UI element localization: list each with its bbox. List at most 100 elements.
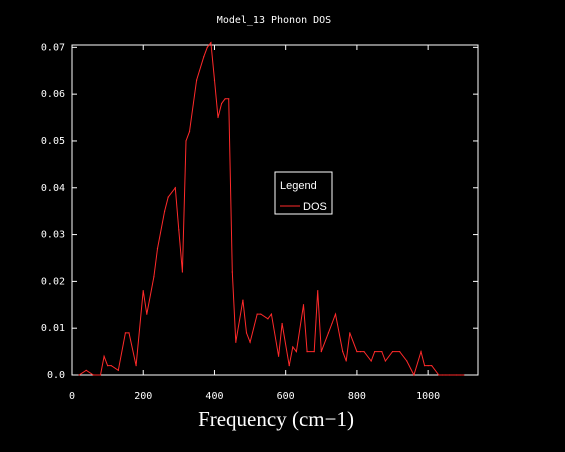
data-point [174,187,176,189]
data-point [327,332,330,334]
data-point [302,304,305,306]
x-tick-label: 600 [277,391,295,402]
data-point [270,313,273,315]
data-point [381,350,383,353]
legend: Legend DOS [274,171,333,215]
y-tick-label: 0.05 [41,136,65,147]
data-point [399,350,401,353]
data-point [260,313,262,315]
data-point [431,365,433,367]
data-point [156,248,159,250]
data-point [228,98,230,100]
plot-frame [71,44,479,376]
data-point [203,56,205,58]
data-point [459,374,461,376]
data-point [359,350,362,353]
data-point [420,350,422,353]
data-point [146,313,148,315]
data-point [107,365,109,367]
data-point [178,229,180,231]
x-tick-label: 400 [205,391,223,402]
x-axis-label: Frequency (cm−1) [198,407,354,431]
data-point [448,374,451,376]
data-point [128,332,130,334]
data-point [206,46,208,48]
data-point [295,350,297,353]
data-point [370,360,372,362]
data-point [124,332,127,334]
series-layer [78,41,465,377]
data-point [317,290,319,292]
data-point [110,365,112,367]
chart-title: Model_13 Phonon DOS [217,15,331,26]
data-point [85,369,87,371]
series-line-dos [78,41,464,377]
data-point [356,350,358,353]
data-point [185,140,187,142]
data-point [334,313,337,315]
data-point [345,360,347,362]
x-tick-label: 800 [348,391,366,402]
data-point [413,374,415,376]
data-point [231,271,233,273]
data-point [78,374,80,376]
data-point [235,341,237,343]
data-point [320,350,322,353]
data-point [210,42,212,44]
legend-box [274,171,333,215]
data-point [163,210,166,212]
data-point [438,374,440,376]
data-point [384,360,387,362]
data-point [256,313,258,315]
data-point [281,322,283,325]
data-point [217,116,219,119]
y-tick-label: 0.06 [41,89,65,100]
data-point [103,355,105,357]
data-point [441,374,443,376]
data-point [277,355,280,357]
data-point [213,79,216,81]
x-tick-label: 1000 [416,391,440,402]
data-point [92,374,94,376]
data-point [181,271,184,273]
data-point [117,369,119,371]
data-point [142,290,144,292]
data-point [363,350,365,353]
y-tick-label: 0.0 [47,370,65,381]
data-point [423,365,426,367]
data-point [220,102,223,105]
data-point [374,350,376,353]
data-point [306,350,308,353]
data-point [288,365,290,367]
data-point [245,332,248,334]
data-point [249,341,251,343]
y-tick-label: 0.04 [41,183,65,194]
data-point [242,299,244,301]
data-point [456,374,458,376]
data-point [406,360,408,362]
y-axis: 0.0 0.01 0.02 0.03 0.04 0.05 0.06 0.07 [41,42,478,381]
data-point [196,79,198,81]
data-point [445,374,447,376]
data-point [463,374,465,376]
data-point [349,332,351,334]
y-tick-label: 0.07 [41,42,65,53]
y-tick-label: 0.02 [41,276,65,287]
data-point [342,350,344,353]
data-point [99,374,102,376]
data-point [292,346,294,348]
x-tick-label: 200 [134,391,152,402]
data-point [331,322,333,325]
x-axis: 0 200 400 600 800 1000 [69,45,440,402]
x-tick-label: 0 [69,391,75,402]
data-point [427,365,429,367]
y-tick-label: 0.03 [41,230,65,241]
data-point [391,350,394,353]
y-tick-label: 0.01 [41,323,65,334]
data-point [188,130,191,133]
data-point [135,365,137,367]
data-point [167,196,169,198]
data-point [313,350,315,353]
